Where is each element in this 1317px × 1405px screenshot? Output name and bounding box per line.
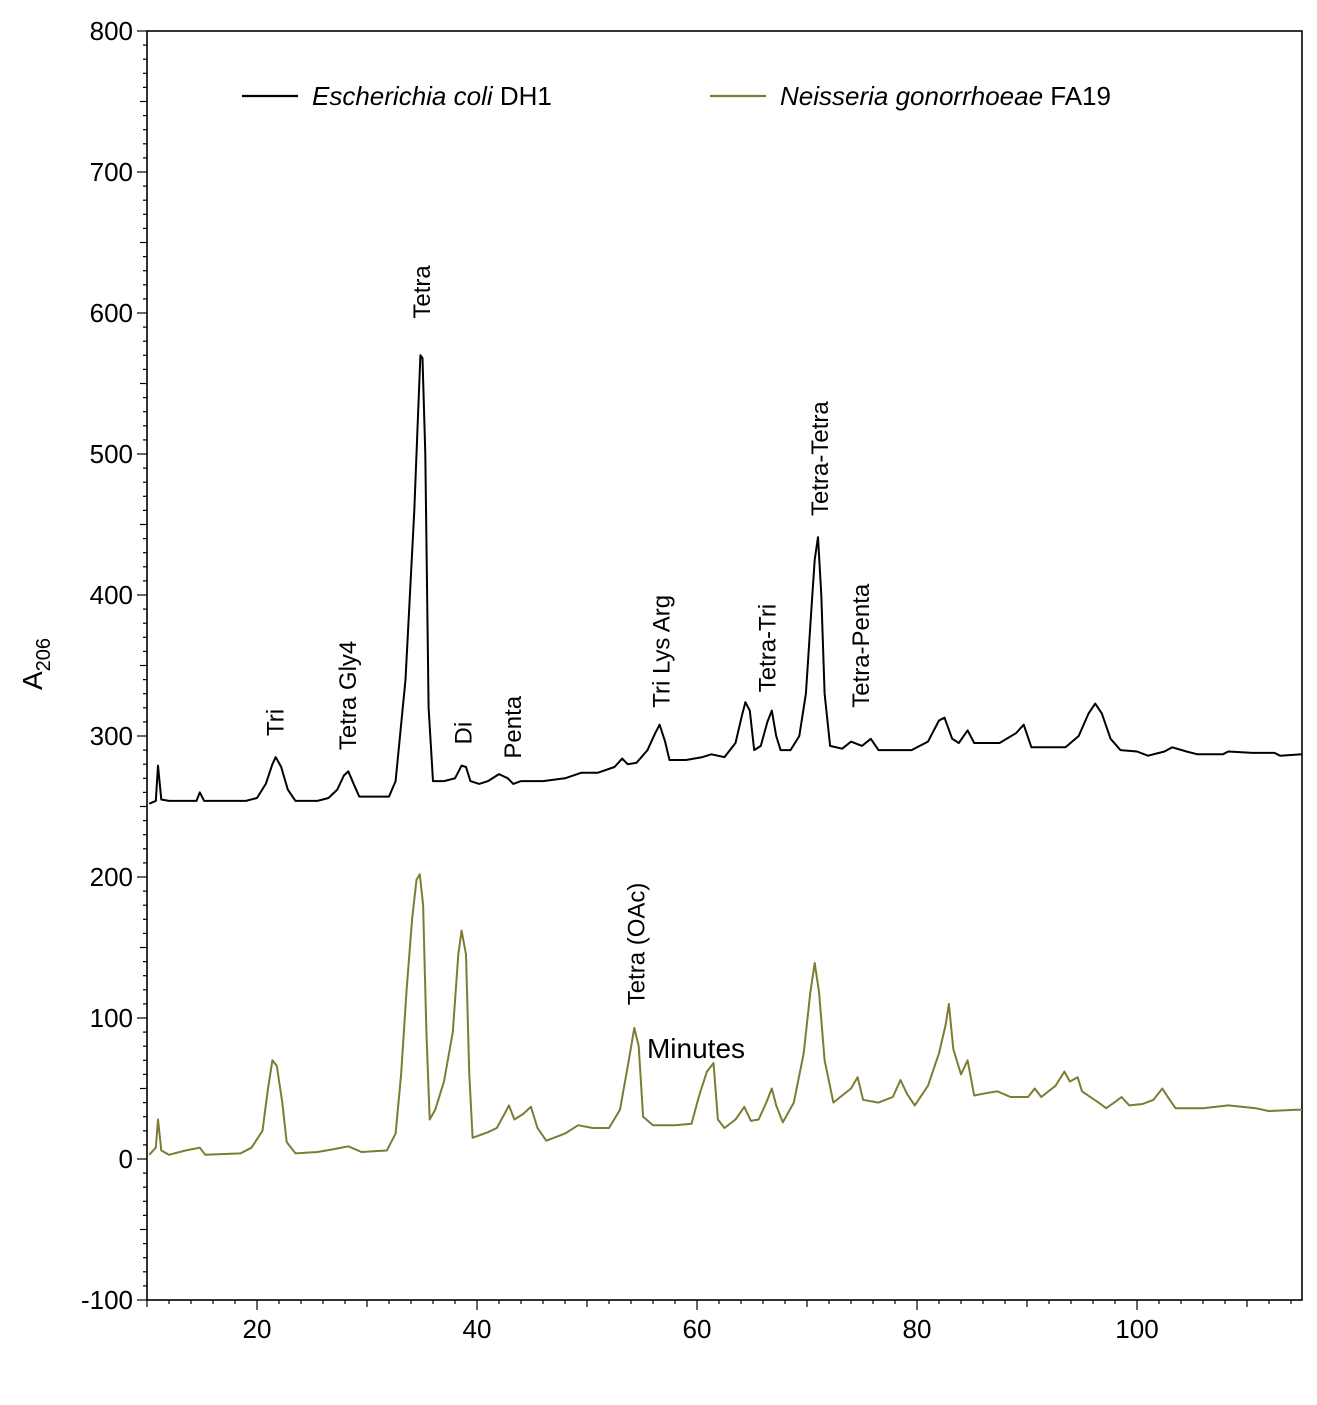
series-line-ecoli [148,354,1303,805]
x-tick-label: 60 [683,1314,712,1344]
y-tick-label: 0 [119,1144,133,1174]
peak-label: Tetra-Tri [754,604,781,692]
x-tick-label: 80 [903,1314,932,1344]
peak-label: Tetra Gly4 [335,641,362,750]
peak-label: Di [451,722,478,745]
y-axis-title: A206 [17,638,55,690]
y-tick-label: 100 [90,1003,133,1033]
y-tick-label: 800 [90,16,133,46]
legend-label-ngonorrhoeae: Neisseria gonorrhoeae FA19 [780,81,1111,111]
series-layer [148,354,1303,1156]
y-tick-label: 600 [90,298,133,328]
peak-label: Tri [263,709,290,736]
peak-label: Tetra (OAc) [623,883,650,1006]
series-line-ngonorrhoeae [148,873,1302,1156]
peak-annotations: Tri Tetra Gly4 Tetra Di Penta Tri Lys Arg Tetr… [263,265,875,1006]
y-tick-label: -100 [81,1285,133,1315]
plot-axes: -100 0 100 200 300 400 500 600 700 800 20 40 60 80 100 [81,16,1303,1344]
legend-label-ecoli: Escherichia coli DH1 [312,81,552,111]
y-tick-label: 200 [90,862,133,892]
x-tick-label: 100 [1115,1314,1158,1344]
peak-label: Tetra-Tetra [807,401,834,516]
plot-frame [146,30,1303,1301]
y-tick-label: 400 [90,580,133,610]
peak-label: Penta [500,695,527,758]
legend: Escherichia coli DH1 Neisseria gonorrhoe… [242,81,1111,111]
y-tick-label: 700 [90,157,133,187]
x-tick-label: 20 [243,1314,272,1344]
x-tick-label: 40 [463,1314,492,1344]
y-tick-label: 500 [90,439,133,469]
y-tick-label: 300 [90,721,133,751]
peak-label: Tri Lys Arg [649,595,676,708]
peak-label: Tetra-Penta [848,583,875,708]
peak-label: Tetra [409,265,436,319]
x-axis-title: Minutes [647,1033,745,1064]
